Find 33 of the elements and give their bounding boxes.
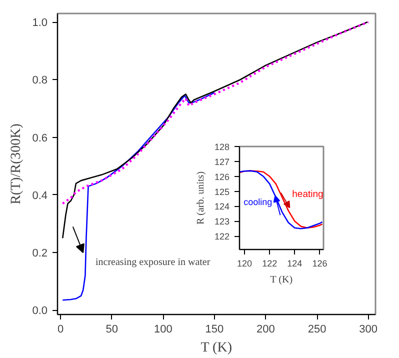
- y-axis-title: R(T)/R(300K): [9, 123, 24, 204]
- x-tick-label: 124: [287, 258, 302, 268]
- x-tick-label: 122: [262, 258, 278, 268]
- y-tick-label: 127: [214, 156, 230, 167]
- x-tick-label: 100: [154, 324, 172, 336]
- line-series: [62, 92, 216, 301]
- y-tick-label: 0.6: [32, 132, 48, 144]
- x-tick-label: 50: [106, 324, 118, 336]
- x-tick-label: 200: [256, 324, 275, 336]
- y-tick-label: 0.0: [32, 305, 48, 318]
- y-tick-label: 0.4: [32, 190, 48, 202]
- series-label: heating: [292, 188, 324, 200]
- y-tick-label: 0.8: [32, 74, 48, 87]
- x-axis-title: T (K): [200, 340, 232, 356]
- y-tick-label: 122: [214, 232, 230, 242]
- line-series: [62, 21, 368, 239]
- x-tick-label: 0: [58, 324, 64, 336]
- y-tick-label: 123: [214, 216, 230, 227]
- y-tick-label: 126: [214, 172, 230, 182]
- y-tick-label: 125: [214, 186, 230, 197]
- y-axis-title: R (arb. units): [195, 171, 206, 225]
- y-tick-label: 0.2: [32, 248, 48, 260]
- y-tick-label: 124: [214, 202, 230, 212]
- x-tick-label: 120: [237, 258, 252, 268]
- y-tick-label: 128: [214, 142, 230, 152]
- x-tick-label: 126: [312, 258, 328, 268]
- x-tick-label: 300: [359, 324, 378, 336]
- annotation: increasing exposure in water: [96, 257, 211, 268]
- x-tick-label: 150: [205, 324, 224, 336]
- series-label: cooling: [244, 197, 272, 208]
- x-tick-label: 250: [308, 324, 326, 336]
- x-axis-title: T (K): [270, 274, 293, 286]
- y-tick-label: 1.0: [32, 17, 48, 30]
